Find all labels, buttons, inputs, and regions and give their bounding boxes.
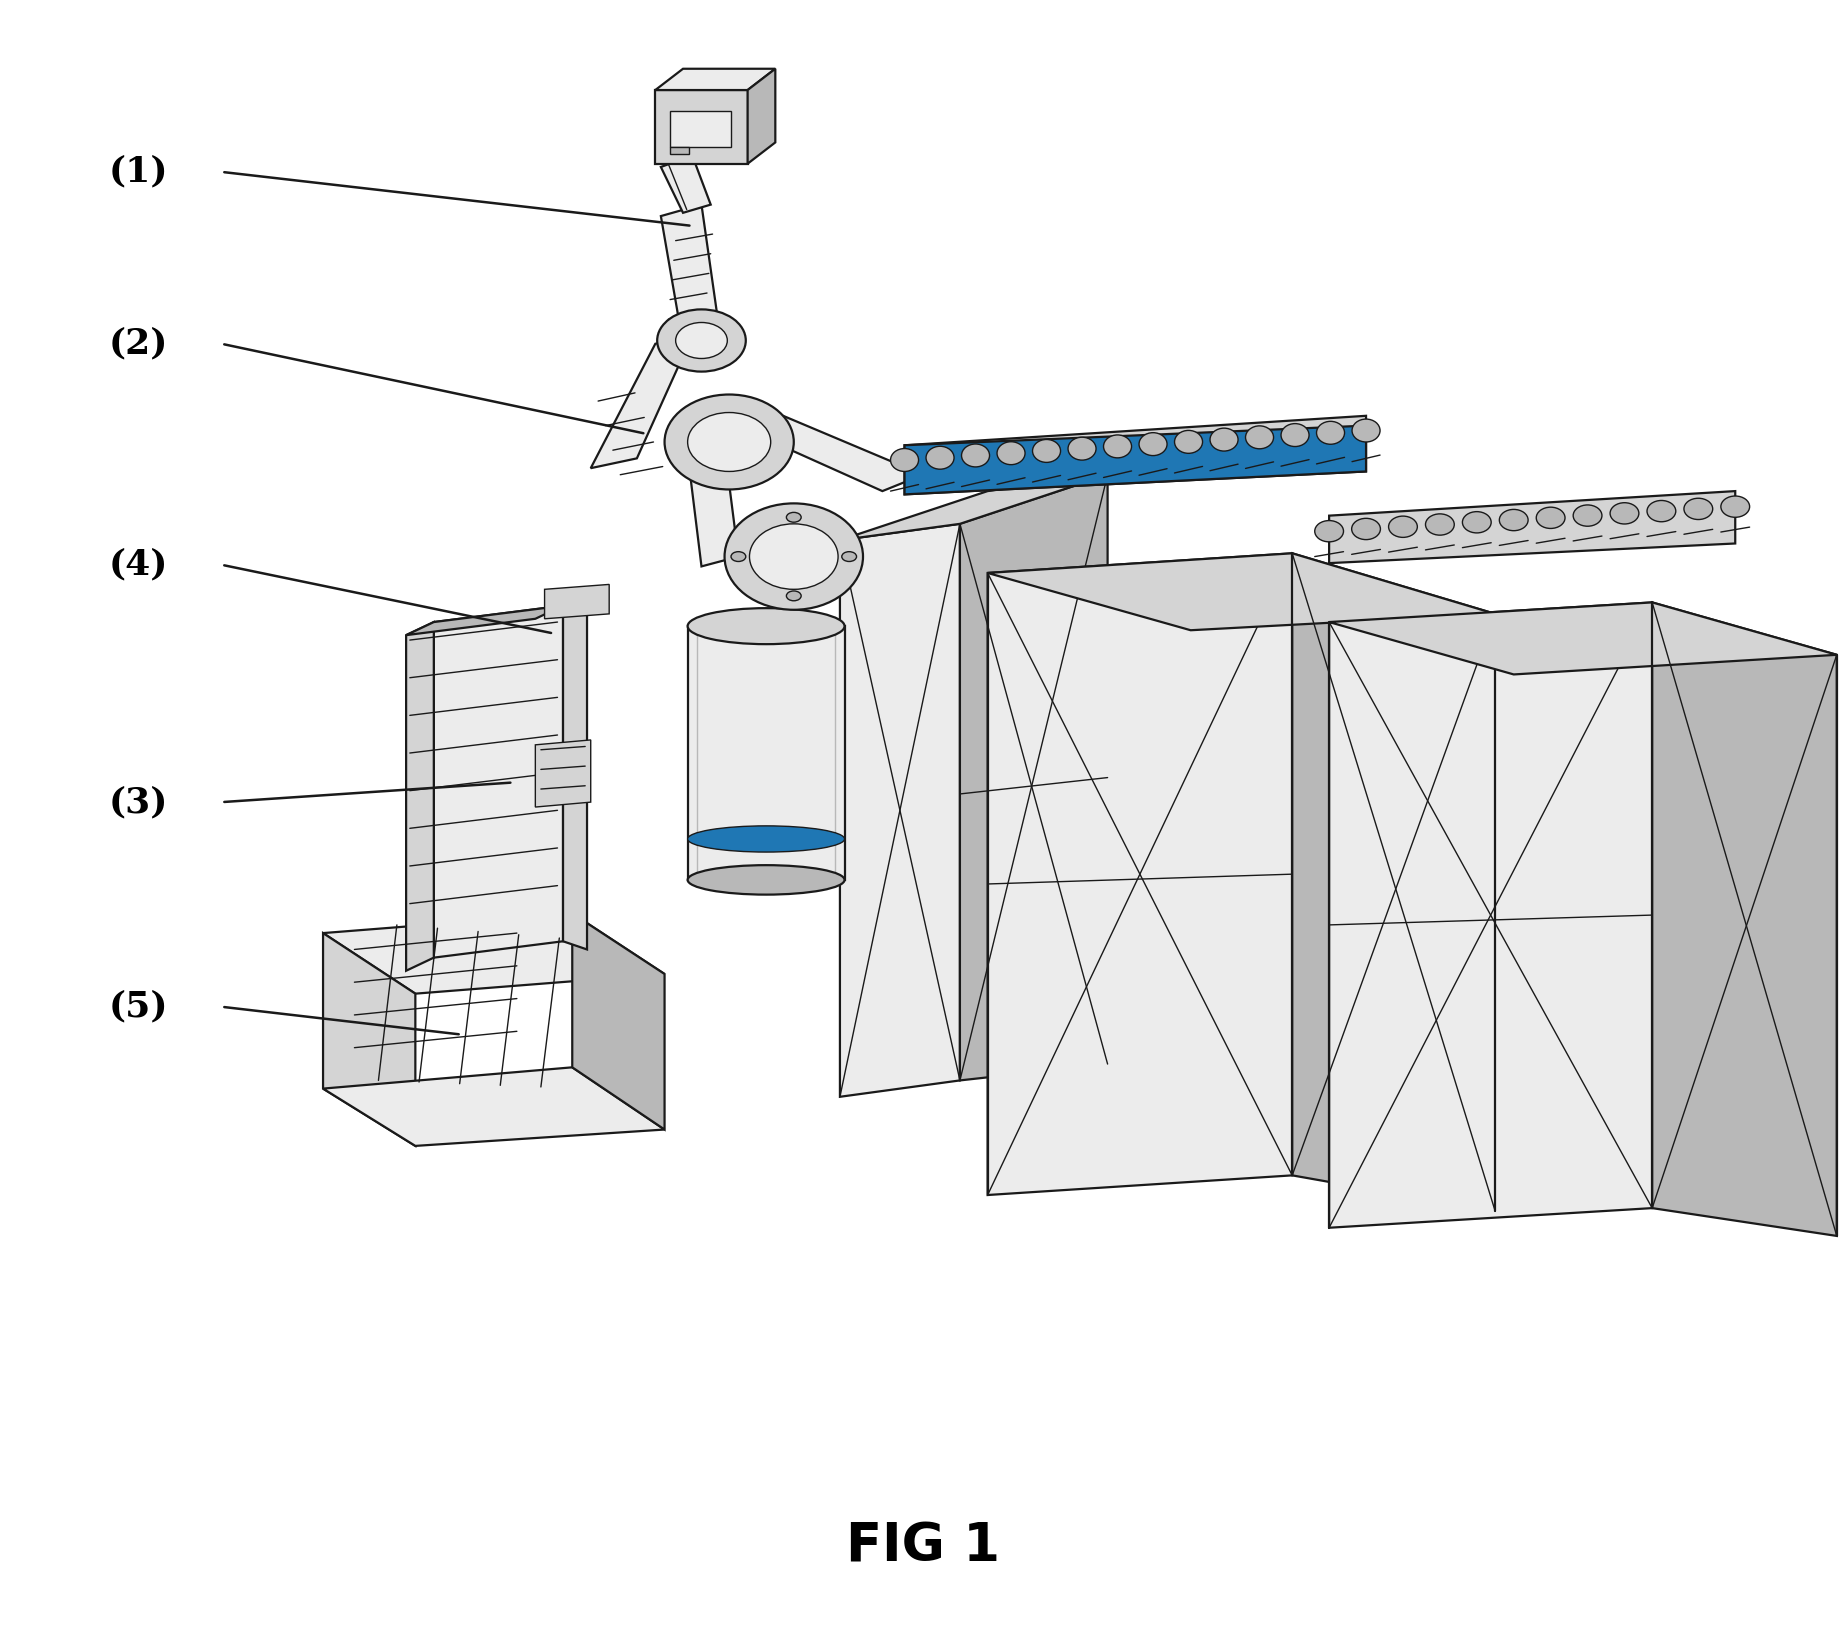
Ellipse shape xyxy=(1536,507,1565,529)
Ellipse shape xyxy=(1316,421,1344,444)
Ellipse shape xyxy=(1684,498,1713,519)
Ellipse shape xyxy=(1462,512,1492,534)
Ellipse shape xyxy=(1351,419,1381,442)
Polygon shape xyxy=(988,553,1495,630)
Polygon shape xyxy=(1329,602,1837,674)
Polygon shape xyxy=(840,524,960,1097)
Text: (2): (2) xyxy=(109,327,168,360)
Ellipse shape xyxy=(1314,521,1344,542)
Ellipse shape xyxy=(997,442,1025,465)
Ellipse shape xyxy=(1139,432,1167,455)
Polygon shape xyxy=(1652,602,1837,1236)
Polygon shape xyxy=(591,336,692,468)
Ellipse shape xyxy=(657,309,746,372)
Ellipse shape xyxy=(962,444,989,467)
Ellipse shape xyxy=(676,322,727,359)
Polygon shape xyxy=(655,69,775,90)
Ellipse shape xyxy=(687,825,844,851)
Text: FIG 1: FIG 1 xyxy=(845,1521,1001,1573)
Ellipse shape xyxy=(687,607,844,643)
Polygon shape xyxy=(670,147,689,154)
Ellipse shape xyxy=(1425,514,1455,535)
Ellipse shape xyxy=(1209,429,1239,452)
Ellipse shape xyxy=(890,449,919,471)
Ellipse shape xyxy=(665,395,794,489)
Polygon shape xyxy=(840,475,1108,540)
Ellipse shape xyxy=(731,552,746,561)
Polygon shape xyxy=(572,913,665,1130)
Ellipse shape xyxy=(1281,424,1309,447)
Polygon shape xyxy=(406,622,434,971)
Polygon shape xyxy=(689,455,738,566)
Ellipse shape xyxy=(1246,426,1274,449)
Ellipse shape xyxy=(786,591,801,601)
Polygon shape xyxy=(535,740,591,807)
Polygon shape xyxy=(434,606,563,958)
Ellipse shape xyxy=(1069,437,1097,460)
Polygon shape xyxy=(960,475,1108,1080)
Bar xyxy=(670,111,731,147)
Ellipse shape xyxy=(1499,509,1528,530)
Polygon shape xyxy=(563,606,587,949)
Ellipse shape xyxy=(749,524,838,589)
Ellipse shape xyxy=(1573,504,1602,525)
Ellipse shape xyxy=(927,447,954,470)
Polygon shape xyxy=(545,584,609,619)
Ellipse shape xyxy=(687,864,844,894)
Polygon shape xyxy=(323,933,415,1146)
Bar xyxy=(687,625,845,879)
Ellipse shape xyxy=(1610,503,1639,524)
Text: (4): (4) xyxy=(109,548,168,581)
Polygon shape xyxy=(406,606,563,635)
Polygon shape xyxy=(661,156,711,213)
Ellipse shape xyxy=(1647,501,1676,522)
Ellipse shape xyxy=(1720,496,1750,517)
Text: (1): (1) xyxy=(109,156,168,188)
Polygon shape xyxy=(323,913,665,994)
Text: (5): (5) xyxy=(109,990,168,1023)
Ellipse shape xyxy=(724,503,864,609)
Polygon shape xyxy=(748,69,775,164)
Polygon shape xyxy=(655,90,748,164)
Polygon shape xyxy=(323,1067,665,1146)
Ellipse shape xyxy=(842,552,857,561)
Polygon shape xyxy=(1329,602,1652,1228)
Polygon shape xyxy=(1329,491,1735,563)
Ellipse shape xyxy=(1032,439,1061,462)
Ellipse shape xyxy=(1351,519,1381,540)
Ellipse shape xyxy=(1174,431,1202,453)
Polygon shape xyxy=(661,205,720,344)
Text: (3): (3) xyxy=(109,786,168,818)
Ellipse shape xyxy=(786,512,801,522)
Polygon shape xyxy=(988,553,1292,1195)
Ellipse shape xyxy=(1388,516,1418,537)
Polygon shape xyxy=(905,426,1366,494)
Ellipse shape xyxy=(689,413,772,471)
Ellipse shape xyxy=(1104,435,1132,458)
Polygon shape xyxy=(905,416,1366,494)
Polygon shape xyxy=(729,413,923,491)
Polygon shape xyxy=(1292,553,1495,1211)
